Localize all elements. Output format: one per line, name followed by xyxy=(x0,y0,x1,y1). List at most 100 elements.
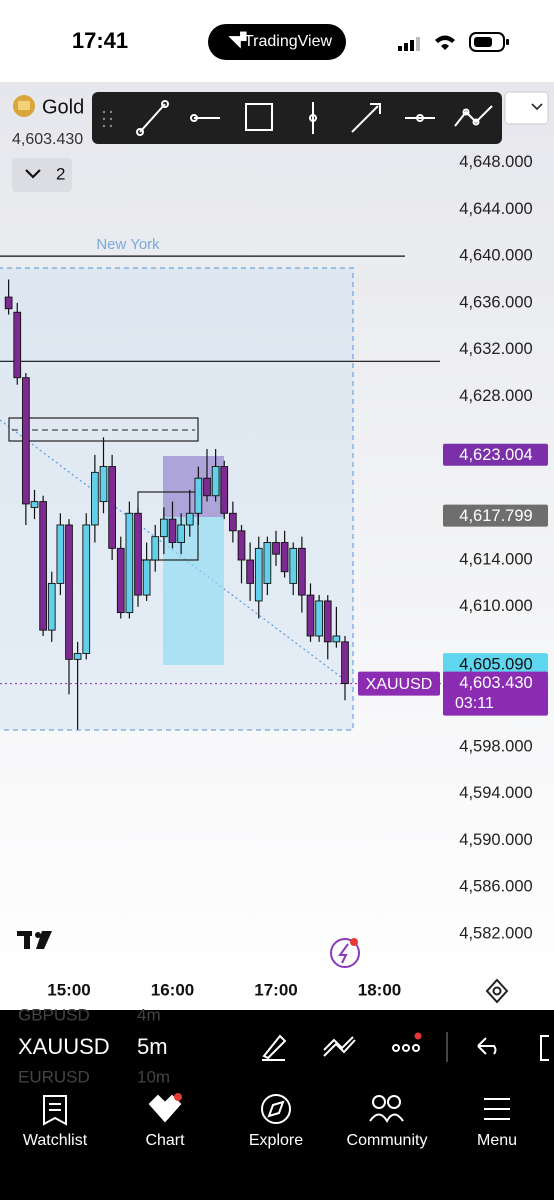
x-tick-label: 16:00 xyxy=(151,980,194,999)
candle-body xyxy=(116,547,125,614)
candle-body xyxy=(254,547,263,602)
tab-label[interactable]: Community xyxy=(347,1132,428,1149)
candle-body xyxy=(142,559,151,596)
tab-label[interactable]: Explore xyxy=(249,1132,303,1149)
candle-body xyxy=(73,653,82,660)
prev-symbol: GBPUSD xyxy=(18,1005,90,1024)
drawing-toolbar xyxy=(92,92,502,144)
y-tick-label: 4,644.000 xyxy=(459,200,532,218)
y-tick-label: 4,636.000 xyxy=(459,293,532,311)
clock: 17:41 xyxy=(72,28,128,53)
candle-body xyxy=(298,547,306,596)
settings-dot xyxy=(492,986,502,996)
status-icons xyxy=(398,32,509,52)
candle-body xyxy=(263,542,272,584)
chart-actions xyxy=(262,1032,549,1062)
candle-body xyxy=(323,600,332,643)
x-tick-label: 15:00 xyxy=(47,980,90,999)
y-tick-label: 4,586.000 xyxy=(459,878,532,896)
layout-count: 2 xyxy=(56,164,65,183)
symbol-tag: XAUUSD xyxy=(366,676,433,693)
candle-body xyxy=(306,594,315,637)
x-tick-label: 18:00 xyxy=(358,980,401,999)
settings-icon[interactable] xyxy=(485,978,509,1004)
dropdown-chevron xyxy=(531,103,543,111)
app-name: TradingView xyxy=(244,33,332,50)
tv-logo xyxy=(17,931,52,949)
prev-interval: 4m xyxy=(137,1005,161,1024)
candle-body xyxy=(82,524,91,654)
candle-body xyxy=(220,466,229,514)
tab-label[interactable]: Chart xyxy=(145,1132,185,1149)
candle-body xyxy=(237,530,246,561)
y-tick-label: 4,614.000 xyxy=(459,550,532,568)
y-tick-label: 4,610.000 xyxy=(459,597,532,615)
tab-label[interactable]: Menu xyxy=(477,1132,517,1149)
tab-label[interactable]: Watchlist xyxy=(23,1132,88,1149)
candle-body xyxy=(229,512,237,532)
candle-body xyxy=(108,466,116,549)
candle-body xyxy=(211,466,220,497)
app-pill xyxy=(208,24,346,60)
candle-body xyxy=(177,524,185,543)
badge xyxy=(350,938,358,946)
y-tick-label: 4,628.000 xyxy=(459,387,532,405)
y-tick-label: 4,582.000 xyxy=(459,924,532,942)
candle-body xyxy=(39,501,47,631)
countdown: 03:11 xyxy=(455,695,494,712)
chart-badge xyxy=(174,1093,182,1101)
tab-bar: Watchlist Chart Explore Community Menu xyxy=(23,1132,517,1149)
x-tick-label: 17:00 xyxy=(254,980,297,999)
y-tick-label: 4,594.000 xyxy=(459,784,532,802)
undo-icon[interactable] xyxy=(477,1037,497,1055)
candle-body xyxy=(160,518,168,538)
more-icon[interactable] xyxy=(540,1035,549,1061)
candle-body xyxy=(4,296,13,310)
last-price-box xyxy=(443,671,548,716)
y-tick-label: 4,590.000 xyxy=(459,831,532,849)
candle-body xyxy=(332,635,341,643)
price-label: 4,617.799 xyxy=(459,507,532,525)
candle-body xyxy=(151,536,160,561)
candle-body xyxy=(47,582,56,631)
drawings xyxy=(0,267,354,731)
chevron xyxy=(25,169,41,179)
symbol-tag-box xyxy=(358,671,440,696)
candle-body xyxy=(272,542,280,555)
candle-body xyxy=(65,524,73,660)
candle-body xyxy=(289,547,298,584)
symbol-name: Gold xyxy=(42,96,84,118)
y-tick-label: 4,632.000 xyxy=(459,340,532,358)
tv-mini-logo: ◥▘ xyxy=(228,31,252,50)
bottom-bar xyxy=(0,1010,554,1200)
candle-body xyxy=(280,542,289,573)
candle-body xyxy=(168,518,177,543)
candle-body xyxy=(134,512,142,596)
symbol[interactable]: XAUUSD xyxy=(18,1034,110,1059)
dropdown[interactable] xyxy=(504,91,549,125)
candle-body xyxy=(341,641,349,685)
y-tick-label: 4,598.000 xyxy=(459,737,532,755)
tab-icons xyxy=(43,1094,510,1126)
more-badge xyxy=(414,1032,422,1040)
indicators-icon[interactable] xyxy=(323,1036,356,1057)
candle-body xyxy=(203,477,211,497)
chart-layer: 4,648.000 4,644.000 4,640.000 4,636.000 4,63… xyxy=(0,153,533,942)
candle-body xyxy=(246,559,254,584)
price-label: 4,605.090 xyxy=(459,656,532,674)
price-label: 4,623.004 xyxy=(459,446,532,464)
candle-body xyxy=(91,471,99,526)
next-symbol: EURUSD xyxy=(18,1067,90,1086)
alert-icon[interactable] xyxy=(330,938,360,968)
draw-icon[interactable] xyxy=(262,1034,287,1061)
layout-button[interactable] xyxy=(12,158,72,192)
candle-body xyxy=(99,466,108,503)
y-tick-label: 4,640.000 xyxy=(459,247,532,265)
last-price-label: 4,603.430 xyxy=(459,674,532,692)
candle-body xyxy=(125,512,134,614)
interval[interactable]: 5m xyxy=(137,1034,168,1059)
candle-body xyxy=(22,377,30,505)
header: Gold 4,603.430 2 xyxy=(12,95,84,192)
candle-body xyxy=(13,311,22,379)
candle-body xyxy=(315,600,323,637)
